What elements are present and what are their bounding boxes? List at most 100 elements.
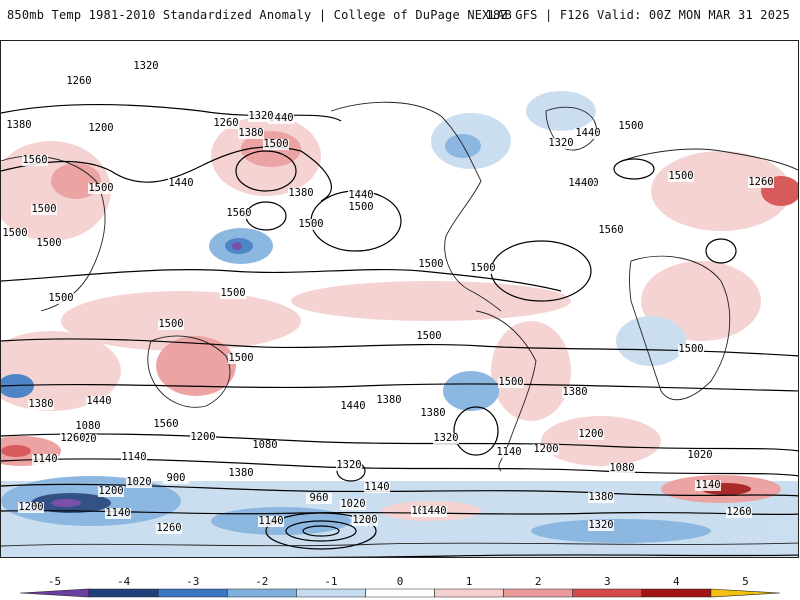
contour-label: 1020 (687, 449, 712, 461)
contour-label: 1140 (121, 451, 146, 463)
contour-label-bg (6, 120, 32, 131)
contour-label-bg (726, 507, 752, 518)
contour-label: 1440 (575, 127, 600, 139)
contour-label-bg (433, 433, 459, 444)
contour-label: 1500 (158, 318, 183, 330)
anomaly-cold-npac-peak (232, 242, 242, 250)
contour-label: 1320 (433, 432, 458, 444)
contour-label: 1080 (75, 420, 100, 432)
contour-label: 1500 (88, 182, 113, 194)
contour-label: 1560 (226, 207, 251, 219)
contour-label: 1380 (376, 394, 401, 406)
contour-label-bg (88, 183, 114, 194)
contour-label: 1200 (98, 485, 123, 497)
contour-label: 1260 (156, 522, 181, 534)
contour-label-bg (163, 473, 189, 484)
contour-label-bg (263, 139, 289, 150)
contour-label: 1200 (88, 122, 113, 134)
contour-label: 1320 (548, 137, 573, 149)
contour-label-bg (575, 128, 601, 139)
contour-label-bg (668, 171, 694, 182)
contour-label-bg (220, 288, 246, 299)
contour-label: 1380 (588, 491, 613, 503)
contour-label: 1260 (66, 75, 91, 87)
contour-label-bg (228, 468, 254, 479)
legend-swatch (710, 588, 781, 598)
contour-label-bg (288, 188, 314, 199)
contour-label-bg (2, 228, 28, 239)
coast-greenland (545, 106, 597, 151)
anomaly-map: 1320 1260 1380 1440 1200 1260 1320 1380 1500 1560… (1, 60, 798, 557)
contour-label: 1500 (470, 262, 495, 274)
coast-australia (147, 335, 231, 408)
contour-label-bg (533, 444, 559, 455)
contour-label: 1380 (288, 187, 313, 199)
contour-labels: 1320 1260 1380 1440 1200 1260 1320 1380 1500 1560… (2, 60, 774, 534)
color-legend: -5 -4 -3 -2 -1 0 1 2 3 4 5 (0, 566, 800, 600)
contour-label-bg (22, 155, 48, 166)
contour-label: 1020 (340, 498, 365, 510)
contour-label-bg (66, 76, 92, 87)
coast-antarctica (1, 542, 798, 547)
legend-tick-label: 1 (465, 575, 473, 588)
contour-label: 1200 (578, 428, 603, 440)
contour-label-bg (88, 123, 114, 134)
contour-label-bg (336, 460, 362, 471)
contour-label: 1140 (32, 453, 57, 465)
contour-label: 1440 (568, 177, 593, 189)
contour-label-bg (416, 331, 442, 342)
contour-label-bg (126, 477, 152, 488)
contour-label: 1260 (60, 432, 85, 444)
contour-label: 1320 (588, 519, 613, 531)
contour-label-bg (588, 520, 614, 531)
map-panel: 1320 1260 1380 1440 1200 1260 1320 1380 1500 1560… (0, 40, 799, 558)
contour-label: 1260 (748, 176, 773, 188)
anomaly-warm-satlantic (541, 416, 661, 466)
coast-south-america (475, 310, 537, 472)
contour-label-bg (588, 492, 614, 503)
contour-label-bg (562, 387, 588, 398)
contour-label: 1500 (416, 330, 441, 342)
legend-tick-label: -2 (255, 575, 269, 588)
contour-label-bg (238, 128, 264, 139)
contour-label: 1380 (228, 467, 253, 479)
contour-label: 1200 (190, 431, 215, 443)
contour-label: 1440 (348, 189, 373, 201)
legend-tick-label: 2 (534, 575, 542, 588)
contour-label-bg (748, 177, 774, 188)
contour-label: 960 (310, 492, 329, 504)
contour-label-bg (168, 178, 194, 189)
contour-label-bg (248, 111, 274, 122)
contour-label-bg (578, 429, 604, 440)
contour-label: 1440 (421, 505, 446, 517)
contour-label: 1020 (126, 476, 151, 488)
contour-label: 1140 (695, 479, 720, 491)
anomaly-warm-samerica (491, 321, 571, 421)
contour-label-bg (156, 523, 182, 534)
contour-label: 1320 (248, 110, 273, 122)
contour-label-bg (268, 113, 294, 124)
contour-label: 1560 (22, 154, 47, 166)
contour-label-bg (598, 225, 624, 236)
contour-label: 1440 (340, 400, 365, 412)
anomaly-warm-sindian-core (1, 445, 31, 457)
contour-label: 1320 (133, 60, 158, 72)
contour-label: 1500 (618, 120, 643, 132)
contour-label: 1440 (168, 177, 193, 189)
contour-label: 1080 (609, 462, 634, 474)
contour-label-bg (298, 219, 324, 230)
contour-label: 1200 (352, 514, 377, 526)
contour-label: 1500 (678, 343, 703, 355)
contour-label-bg (252, 440, 278, 451)
contour-label: 1500 (220, 287, 245, 299)
contour-label-bg (340, 401, 366, 412)
contour-label: 1380 (420, 407, 445, 419)
contour-label-bg (228, 353, 254, 364)
contour-label: 1380 (6, 119, 31, 131)
anomaly-cold-antarctic-peak (51, 499, 81, 507)
legend-tick-label: 3 (603, 575, 611, 588)
contour-label-bg (618, 121, 644, 132)
contour-label-bg (340, 499, 366, 510)
contour-label-bg (158, 319, 184, 330)
anomaly-cold-greenland (526, 91, 596, 131)
